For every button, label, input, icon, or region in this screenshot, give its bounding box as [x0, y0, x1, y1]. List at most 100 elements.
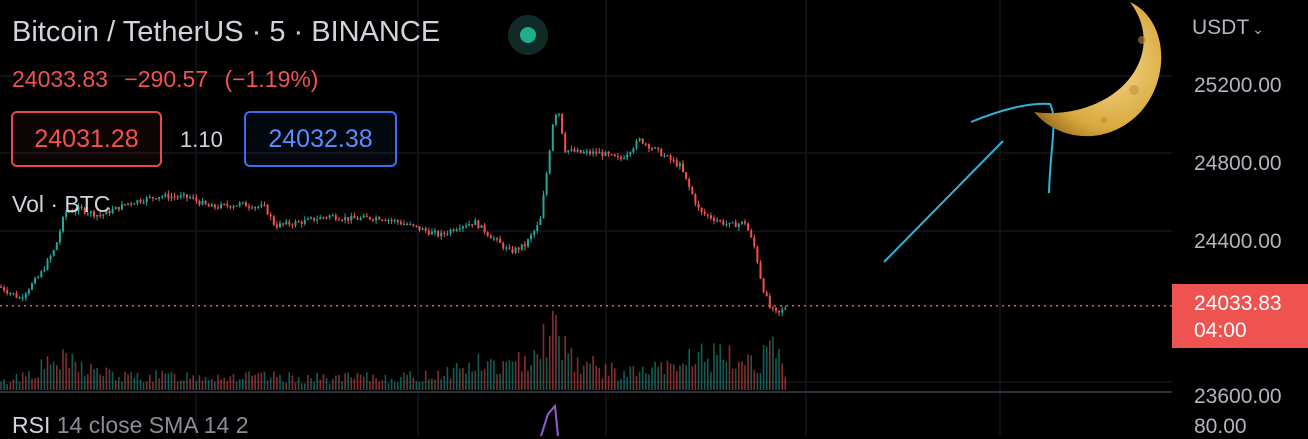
volume-bar: [607, 375, 610, 390]
volume-bar: [375, 378, 377, 390]
candle-body: [251, 207, 254, 209]
candle-body: [716, 220, 719, 222]
volume-bar: [152, 381, 154, 390]
volume-bar: [685, 365, 687, 390]
candle-body: [663, 155, 666, 157]
candle-body: [756, 246, 759, 263]
volume-bar: [294, 382, 297, 390]
candle-body: [201, 200, 204, 205]
volume-bar: [409, 371, 411, 390]
candle-body: [266, 204, 269, 215]
chart-grid: [0, 0, 1172, 436]
candle-body: [213, 204, 216, 208]
volume-bar: [700, 343, 703, 390]
candle-body: [124, 204, 126, 206]
volume-bar: [139, 379, 142, 390]
volume-bar: [186, 372, 188, 390]
candle-body: [189, 197, 192, 199]
buy-price-button[interactable]: 24032.38: [244, 111, 397, 167]
volume-bar: [595, 365, 597, 390]
volume-bar: [6, 384, 8, 390]
candle-body: [598, 151, 601, 154]
candle-body: [523, 244, 526, 247]
volume-bar: [586, 361, 588, 390]
volume-bar: [474, 370, 477, 390]
volume-bar: [437, 370, 439, 390]
volume-bar: [93, 369, 95, 390]
candle-body: [297, 221, 300, 223]
y-axis-tick-label: 24800.00: [1194, 152, 1282, 175]
volume-bar: [207, 380, 210, 390]
candle-body: [328, 215, 331, 218]
currency-selector[interactable]: USDT ⌄: [1192, 16, 1264, 40]
volume-pane-label[interactable]: Vol · BTC: [12, 191, 111, 217]
volume-bar: [235, 381, 238, 390]
candle-body: [34, 278, 37, 284]
candle-body: [65, 212, 68, 218]
volume-bar: [778, 348, 780, 390]
candle-body: [737, 223, 740, 228]
volume-bar: [400, 376, 402, 390]
volume-bar: [731, 368, 734, 390]
volume-bar: [756, 372, 759, 390]
candle-body: [651, 148, 653, 150]
candle-body: [781, 309, 784, 313]
volume-bar: [502, 361, 504, 390]
candle-body: [418, 226, 421, 230]
volume-bar: [366, 372, 368, 390]
volume-bar: [282, 382, 284, 390]
volume-bar: [601, 378, 604, 390]
volume-bar: [691, 366, 694, 390]
candle-body: [734, 222, 737, 228]
candle-body: [108, 210, 111, 214]
candle-body: [58, 231, 61, 243]
volume-bar: [762, 344, 765, 390]
volume-bar: [195, 381, 198, 390]
candle-body: [83, 208, 86, 214]
volume-bar: [378, 381, 380, 390]
candle-body: [257, 206, 260, 208]
candle-body: [489, 235, 492, 239]
volume-bar: [390, 378, 393, 390]
volume-bar: [260, 372, 263, 390]
candle-body: [740, 221, 743, 224]
volume-bar: [369, 381, 371, 390]
candle-body: [384, 219, 387, 222]
symbol-title[interactable]: Bitcoin / TetherUS · 5 · BINANCE: [12, 16, 441, 48]
rsi-pane-label[interactable]: RSI 14 close SMA 14 2: [12, 412, 249, 439]
candle-body: [784, 307, 787, 310]
sell-price-button[interactable]: 24031.28: [11, 111, 162, 167]
candle-body: [409, 224, 412, 226]
volume-bar: [90, 363, 92, 390]
volume-bar: [694, 364, 697, 390]
candle-body: [170, 196, 173, 199]
volume-bar: [217, 374, 219, 390]
volume-bar: [99, 374, 101, 390]
volume-bar: [558, 336, 560, 390]
candle-body: [505, 247, 508, 249]
volume-bar: [167, 373, 170, 390]
candle-body: [722, 220, 725, 225]
volume-bar: [124, 371, 126, 390]
candle-body: [12, 293, 15, 295]
volume-bar: [362, 376, 365, 390]
volume-bar: [0, 381, 2, 390]
volume-bar: [533, 349, 535, 390]
candle-body: [440, 232, 443, 237]
volume-bar: [136, 372, 139, 390]
candle-body: [24, 293, 27, 298]
candle-body: [589, 151, 591, 154]
candle-body: [747, 223, 750, 231]
candle-body: [0, 286, 2, 288]
volume-bar: [248, 371, 250, 390]
candle-body: [496, 238, 498, 240]
volume-bar: [201, 380, 204, 390]
volume-bar: [59, 369, 61, 390]
candle-body: [179, 195, 182, 198]
volume-bar: [316, 372, 318, 390]
volume-bar: [539, 359, 542, 390]
volume-bar: [269, 377, 272, 390]
volume-bar: [412, 377, 415, 390]
candle-body: [666, 155, 669, 157]
